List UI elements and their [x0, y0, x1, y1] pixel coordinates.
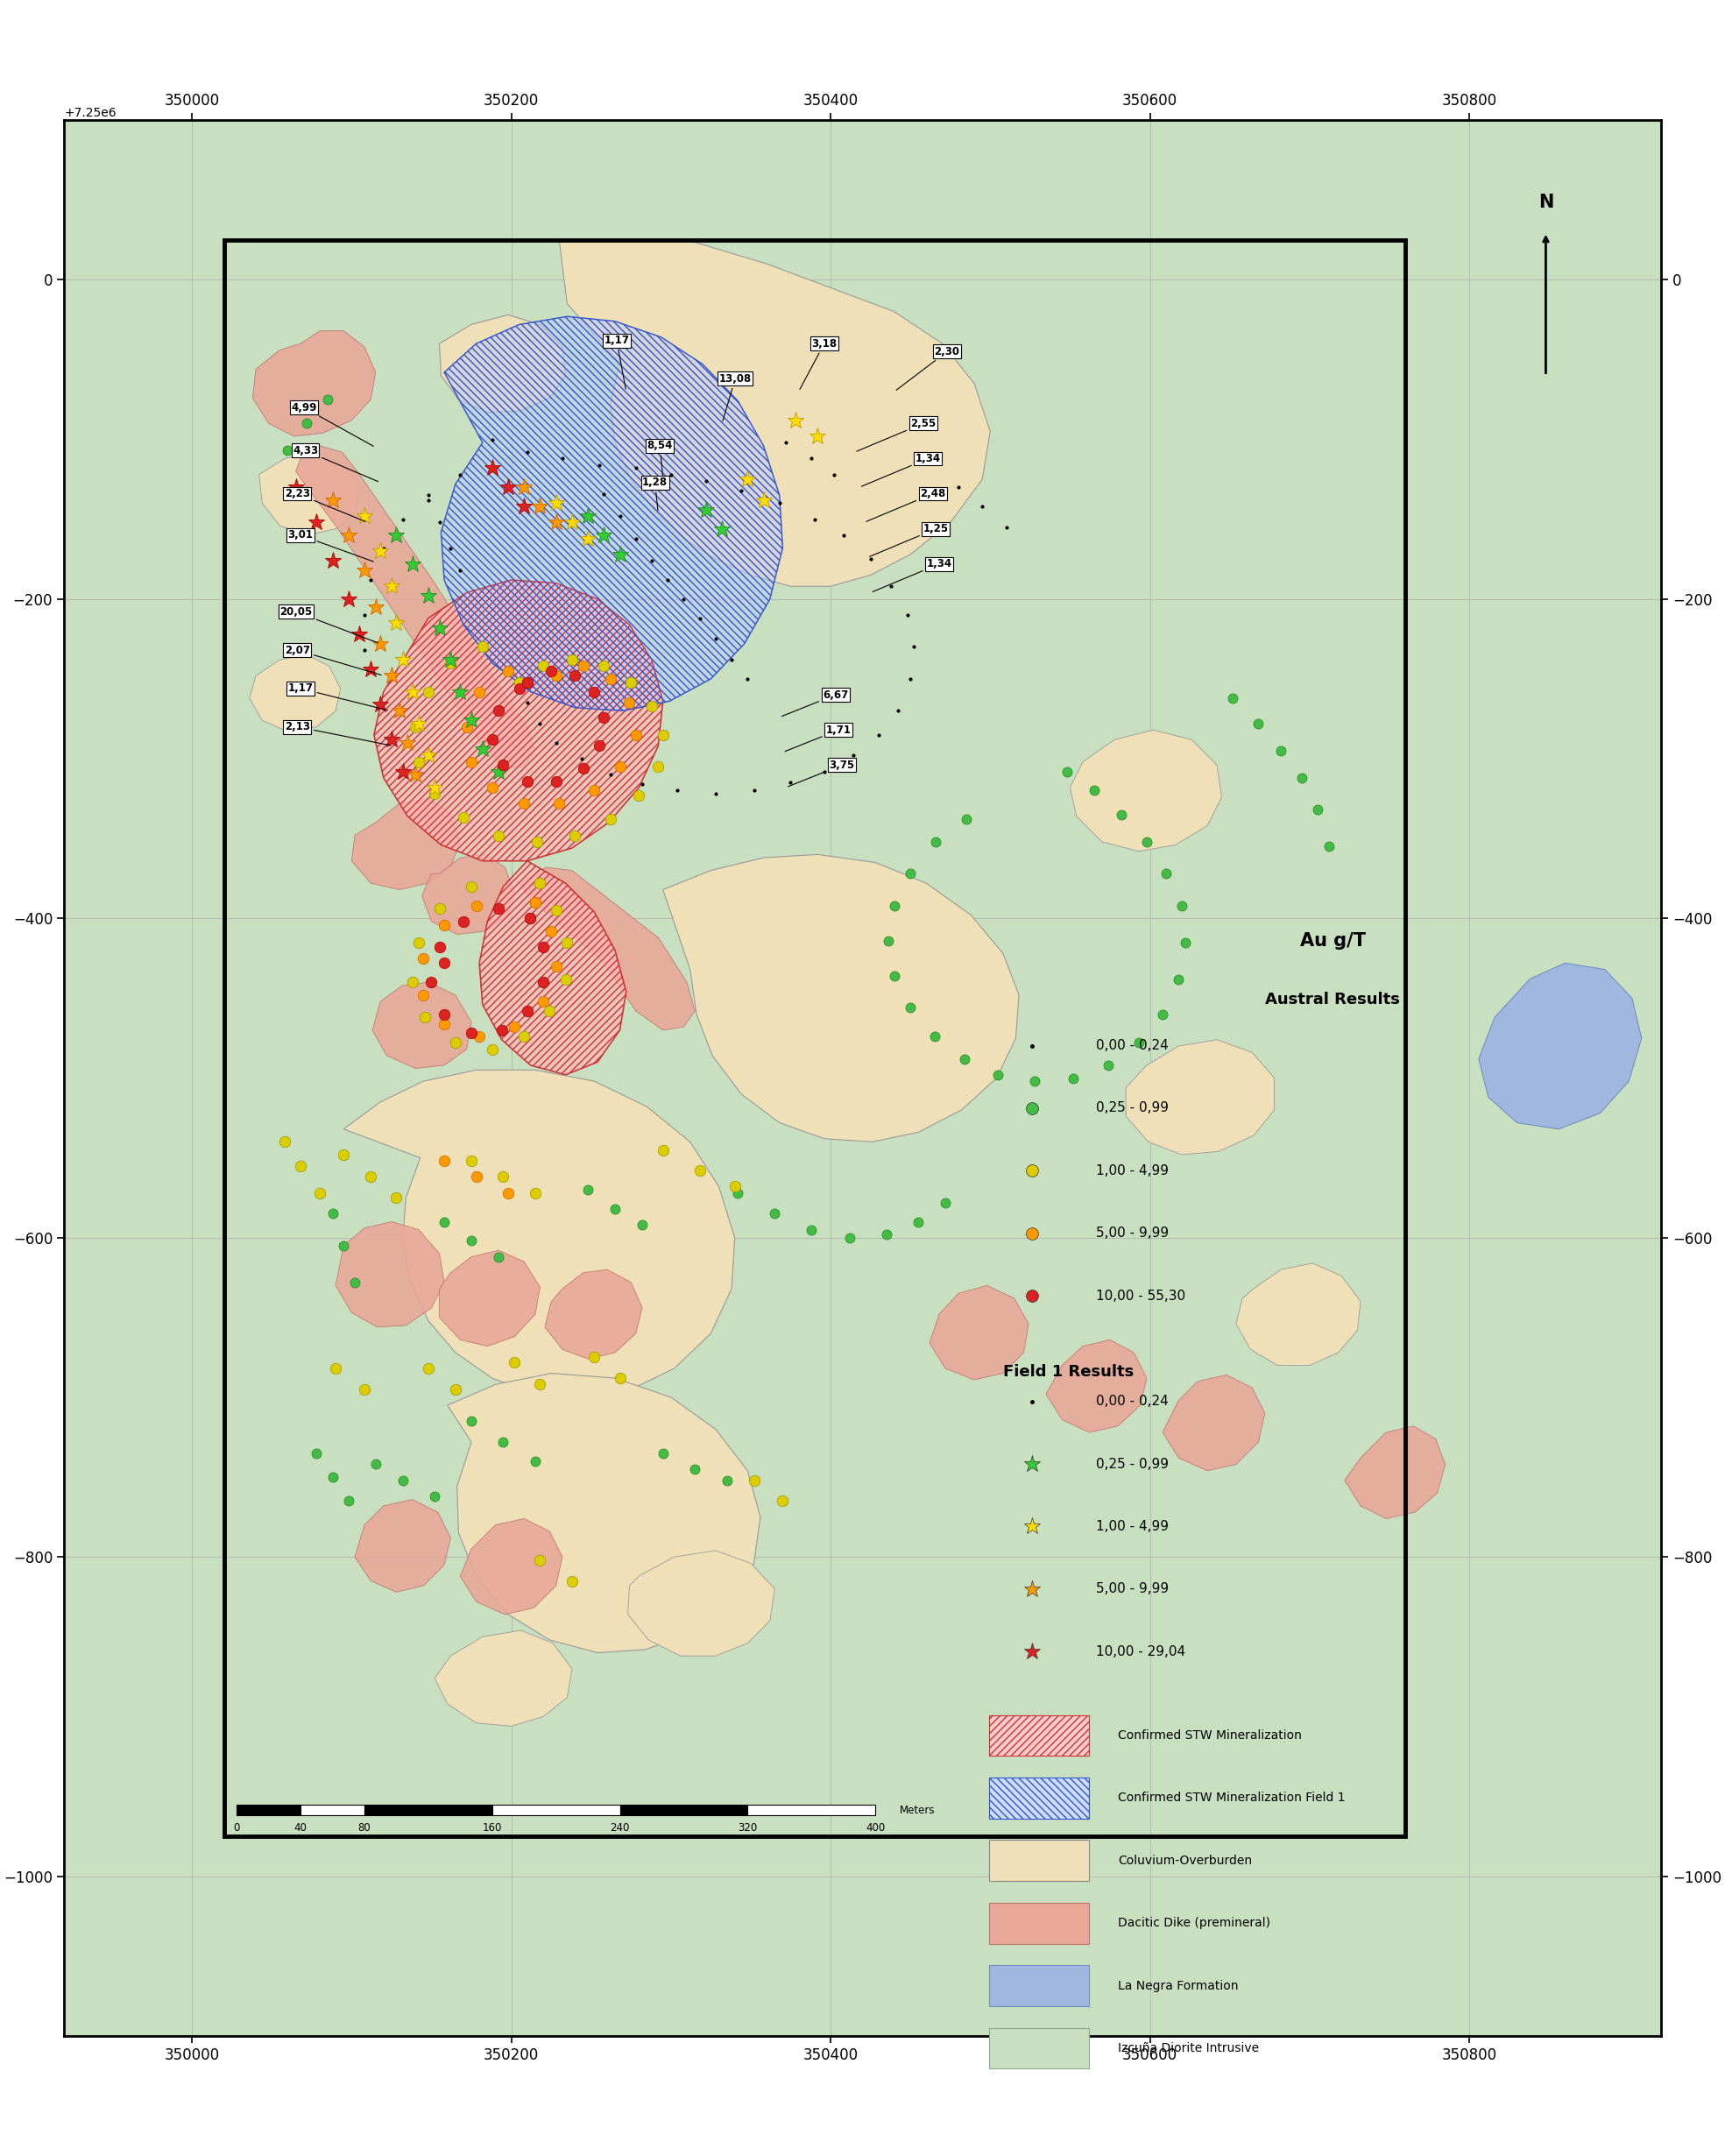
Polygon shape	[252, 330, 376, 436]
Text: 1,00 - 4,99: 1,00 - 4,99	[1097, 1164, 1170, 1177]
Text: Au g/T: Au g/T	[1299, 934, 1366, 951]
Text: 5,00 - 9,99: 5,00 - 9,99	[1097, 1583, 1170, 1595]
Polygon shape	[628, 1550, 775, 1656]
Text: 0,00 - 0,24: 0,00 - 0,24	[1097, 1395, 1170, 1408]
Text: 4,99: 4,99	[292, 401, 373, 446]
Polygon shape	[442, 317, 783, 711]
Text: 3,18: 3,18	[800, 338, 837, 390]
Text: La Negra Formation: La Negra Formation	[1118, 1979, 1239, 1992]
Polygon shape	[559, 239, 990, 586]
Text: 1,34: 1,34	[861, 453, 940, 487]
Polygon shape	[1478, 964, 1642, 1130]
Bar	[988, 1777, 1088, 1820]
Text: Confirmed STW Mineralization: Confirmed STW Mineralization	[1118, 1729, 1302, 1742]
Polygon shape	[250, 655, 340, 731]
Text: 80: 80	[359, 1822, 371, 1833]
Text: 6,67: 6,67	[781, 690, 849, 716]
Bar	[747, 1805, 875, 1815]
Text: Izcuña Diorite Intrusive: Izcuña Diorite Intrusive	[1118, 2042, 1259, 2055]
Polygon shape	[295, 446, 535, 768]
Text: 13,08: 13,08	[719, 373, 752, 420]
Text: 2,30: 2,30	[897, 345, 959, 390]
Bar	[988, 2029, 1088, 2070]
Polygon shape	[1126, 1039, 1275, 1156]
Text: 0,25 - 0,99: 0,25 - 0,99	[1097, 1457, 1170, 1470]
Bar	[988, 1716, 1088, 1755]
Bar	[236, 1805, 300, 1815]
Text: 240: 240	[611, 1822, 630, 1833]
Text: 10,00 - 55,30: 10,00 - 55,30	[1097, 1289, 1185, 1302]
Text: 0,25 - 0,99: 0,25 - 0,99	[1097, 1102, 1170, 1115]
Bar	[988, 1841, 1088, 1880]
Bar	[364, 1805, 492, 1815]
Bar	[988, 1904, 1088, 1945]
Polygon shape	[435, 1630, 573, 1727]
Text: Confirmed STW Mineralization Field 1: Confirmed STW Mineralization Field 1	[1118, 1792, 1346, 1805]
Text: Dacitic Dike (premineral): Dacitic Dike (premineral)	[1118, 1917, 1270, 1930]
Polygon shape	[930, 1285, 1028, 1380]
Polygon shape	[1070, 731, 1221, 852]
Text: 0: 0	[233, 1822, 240, 1833]
Text: 3,75: 3,75	[788, 759, 854, 787]
Text: Field 1 Results: Field 1 Results	[1004, 1365, 1133, 1380]
Polygon shape	[352, 798, 461, 890]
Text: 1,17: 1,17	[604, 334, 630, 388]
Polygon shape	[343, 1069, 735, 1397]
Text: 320: 320	[738, 1822, 757, 1833]
Text: N: N	[1539, 194, 1554, 211]
Polygon shape	[336, 1222, 445, 1328]
Polygon shape	[461, 1518, 562, 1615]
Text: 2,23: 2,23	[285, 487, 366, 522]
Polygon shape	[259, 453, 359, 535]
Polygon shape	[545, 1270, 642, 1358]
Text: 5,00 - 9,99: 5,00 - 9,99	[1097, 1227, 1170, 1240]
Polygon shape	[440, 315, 566, 412]
Text: 1,34: 1,34	[873, 558, 952, 591]
Text: 400: 400	[866, 1822, 885, 1833]
Text: 2,07: 2,07	[285, 645, 381, 675]
Polygon shape	[374, 580, 662, 860]
Text: 1,17: 1,17	[288, 683, 388, 709]
Text: 4,33: 4,33	[293, 444, 378, 481]
Text: 2,13: 2,13	[285, 720, 392, 746]
Bar	[492, 1805, 619, 1815]
Polygon shape	[355, 1498, 450, 1591]
Text: Coluvium-Overburden: Coluvium-Overburden	[1118, 1854, 1252, 1867]
Text: 0,00 - 0,24: 0,00 - 0,24	[1097, 1039, 1170, 1052]
Polygon shape	[1344, 1425, 1446, 1518]
Polygon shape	[1045, 1339, 1147, 1432]
Bar	[300, 1805, 364, 1815]
Text: 1,00 - 4,99: 1,00 - 4,99	[1097, 1520, 1170, 1533]
Text: Meters: Meters	[899, 1805, 935, 1818]
Text: 2,55: 2,55	[857, 418, 937, 451]
Text: 2,48: 2,48	[866, 487, 945, 522]
Polygon shape	[1163, 1376, 1264, 1470]
Polygon shape	[440, 1250, 540, 1345]
Text: 20,05: 20,05	[279, 606, 378, 642]
Bar	[619, 1805, 747, 1815]
Bar	[224, 239, 1406, 1837]
Text: 8,54: 8,54	[647, 440, 673, 474]
Text: 3,01: 3,01	[288, 530, 373, 561]
Text: Austral Results: Austral Results	[1264, 992, 1401, 1007]
Polygon shape	[519, 867, 695, 1031]
Polygon shape	[423, 854, 514, 934]
Text: 10,00 - 29,04: 10,00 - 29,04	[1097, 1645, 1185, 1658]
Polygon shape	[373, 983, 471, 1069]
Polygon shape	[662, 854, 1019, 1143]
Bar	[988, 1966, 1088, 2007]
Text: 1,25: 1,25	[869, 524, 949, 556]
Text: 160: 160	[483, 1822, 502, 1833]
Polygon shape	[447, 1373, 761, 1654]
Text: 1,28: 1,28	[642, 476, 668, 511]
Text: 40: 40	[293, 1822, 307, 1833]
Text: 1,71: 1,71	[785, 724, 850, 752]
Polygon shape	[480, 860, 626, 1076]
Polygon shape	[1237, 1263, 1361, 1365]
